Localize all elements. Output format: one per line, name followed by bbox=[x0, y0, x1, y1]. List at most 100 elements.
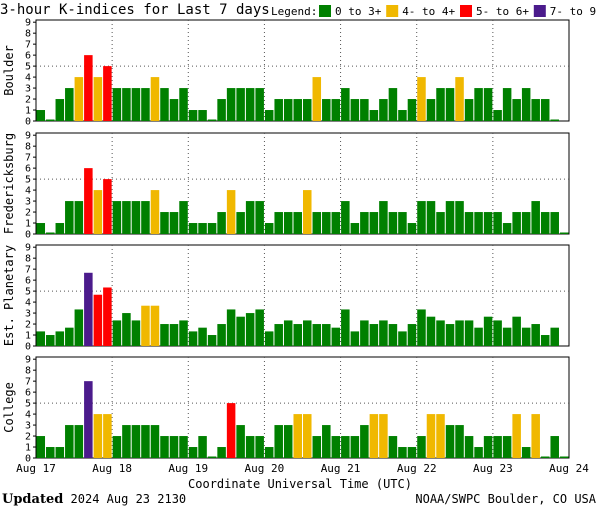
k-bar bbox=[131, 201, 141, 234]
k-bar bbox=[274, 324, 283, 346]
k-bar bbox=[112, 436, 122, 458]
k-bar bbox=[74, 309, 84, 346]
k-bar bbox=[179, 320, 188, 346]
y-tick-label: 5 bbox=[25, 287, 31, 298]
y-tick-label: 0 bbox=[25, 342, 31, 353]
k-bar bbox=[103, 179, 112, 234]
y-tick-label: 9 bbox=[25, 243, 31, 254]
k-bar bbox=[388, 324, 398, 346]
k-bar bbox=[303, 99, 312, 121]
k-bar bbox=[493, 212, 502, 234]
k-bar bbox=[360, 425, 369, 458]
panel-frame bbox=[35, 244, 570, 347]
k-bar bbox=[426, 414, 436, 458]
k-bar bbox=[502, 223, 512, 234]
k-bar bbox=[550, 212, 559, 234]
k-bar bbox=[112, 201, 122, 234]
k-bar bbox=[245, 313, 255, 346]
k-bar bbox=[350, 99, 360, 121]
y-tick-label: 4 bbox=[25, 186, 31, 197]
y-tick-label: 7 bbox=[25, 265, 31, 276]
k-bar bbox=[36, 223, 46, 234]
k-bar bbox=[293, 324, 302, 346]
k-bar bbox=[160, 212, 169, 234]
k-bar bbox=[84, 168, 93, 234]
k-bar bbox=[436, 212, 445, 234]
x-tick-label: Aug 19 bbox=[168, 462, 208, 475]
k-bar bbox=[122, 88, 131, 121]
k-bar bbox=[426, 201, 436, 234]
k-bar bbox=[388, 436, 398, 458]
k-bar bbox=[521, 327, 531, 346]
k-bar bbox=[46, 447, 55, 458]
k-bar bbox=[493, 320, 502, 346]
k-bar bbox=[369, 110, 379, 121]
k-bar bbox=[141, 425, 150, 458]
k-bar bbox=[245, 436, 255, 458]
x-tick-label: Aug 17 bbox=[16, 462, 56, 475]
legend-swatch-3 bbox=[460, 5, 472, 17]
k-bar bbox=[417, 201, 426, 234]
k-bar bbox=[417, 77, 426, 121]
k-bar bbox=[188, 447, 198, 458]
k-bar bbox=[341, 436, 350, 458]
panel-frame bbox=[35, 19, 570, 122]
k-bar bbox=[540, 99, 550, 121]
k-bar bbox=[198, 327, 207, 346]
k-bar bbox=[217, 99, 226, 121]
k-bar bbox=[103, 66, 112, 121]
k-bar bbox=[169, 324, 179, 346]
k-bar bbox=[436, 88, 445, 121]
k-bar bbox=[55, 99, 65, 121]
k-bar bbox=[407, 324, 417, 346]
x-tick-label: Aug 20 bbox=[245, 462, 285, 475]
k-bar bbox=[455, 201, 464, 234]
k-bar bbox=[46, 119, 55, 121]
k-bar bbox=[55, 223, 65, 234]
y-tick-label: 8 bbox=[25, 142, 31, 153]
k-bar bbox=[350, 436, 360, 458]
k-bar bbox=[65, 201, 74, 234]
k-bar bbox=[169, 212, 179, 234]
y-tick-label: 7 bbox=[25, 377, 31, 388]
k-bar bbox=[322, 425, 331, 458]
k-bar bbox=[179, 436, 188, 458]
k-bar bbox=[283, 320, 293, 346]
k-bar bbox=[169, 99, 179, 121]
k-bar bbox=[283, 425, 293, 458]
k-bar bbox=[474, 327, 483, 346]
k-bar bbox=[226, 190, 236, 234]
y-tick-label: 5 bbox=[25, 399, 31, 410]
k-bar bbox=[245, 201, 255, 234]
k-bar bbox=[188, 110, 198, 121]
y-tick-label: 2 bbox=[25, 208, 31, 219]
k-bar bbox=[540, 456, 550, 458]
k-bar bbox=[483, 316, 493, 346]
k-bar bbox=[122, 201, 131, 234]
k-bar bbox=[483, 436, 493, 458]
y-tick-label: 3 bbox=[25, 197, 31, 208]
k-bar bbox=[531, 201, 540, 234]
k-bar bbox=[398, 447, 407, 458]
k-bar bbox=[226, 309, 236, 346]
y-tick-label: 7 bbox=[25, 40, 31, 51]
y-tick-label: 6 bbox=[25, 51, 31, 62]
station-label: Est. Planetary bbox=[2, 245, 16, 346]
k-bar bbox=[455, 425, 464, 458]
k-bar bbox=[36, 436, 46, 458]
k-bar bbox=[188, 331, 198, 346]
k-bar bbox=[474, 447, 483, 458]
k-bar bbox=[445, 88, 455, 121]
k-bar bbox=[350, 223, 360, 234]
k-bar bbox=[179, 88, 188, 121]
k-bar bbox=[483, 88, 493, 121]
k-bar bbox=[350, 331, 360, 346]
k-bar bbox=[502, 436, 512, 458]
k-bar bbox=[264, 110, 274, 121]
k-bar bbox=[379, 99, 388, 121]
k-bar bbox=[93, 414, 103, 458]
k-bar bbox=[46, 232, 55, 234]
